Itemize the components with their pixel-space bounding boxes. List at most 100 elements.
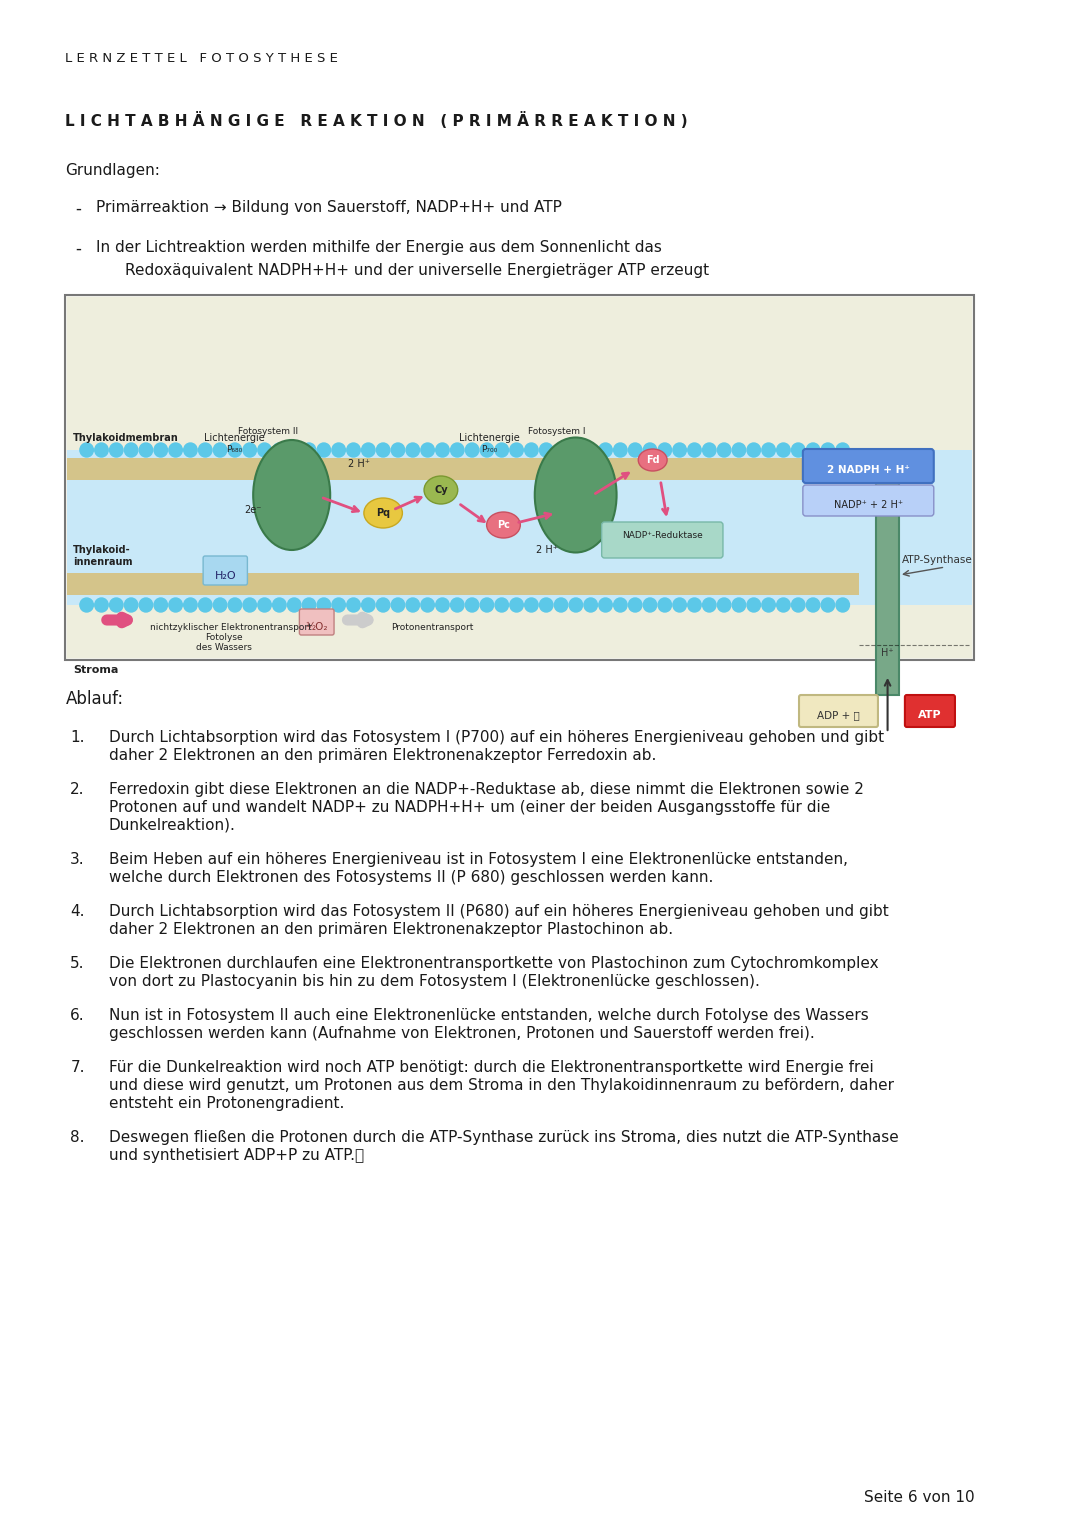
Circle shape [199, 599, 212, 612]
Text: 5.: 5. [70, 956, 84, 971]
Circle shape [124, 443, 138, 457]
Circle shape [347, 443, 361, 457]
Circle shape [184, 443, 198, 457]
Bar [67, 450, 972, 605]
Ellipse shape [424, 476, 458, 504]
Text: Thylakoid-
innenraum: Thylakoid- innenraum [73, 545, 133, 567]
Circle shape [332, 599, 346, 612]
Text: 2 H⁺: 2 H⁺ [348, 460, 370, 469]
FancyBboxPatch shape [602, 522, 723, 557]
FancyBboxPatch shape [203, 556, 247, 585]
Circle shape [673, 599, 687, 612]
Circle shape [272, 443, 286, 457]
Circle shape [629, 443, 642, 457]
Text: 8.: 8. [70, 1130, 84, 1145]
Text: Nun ist in Fotosystem II auch eine Elektronenlücke entstanden, welche durch Foto: Nun ist in Fotosystem II auch eine Elekt… [109, 1008, 868, 1023]
Text: welche durch Elektronen des Fotosystems II (P 680) geschlossen werden kann.: welche durch Elektronen des Fotosystems … [109, 870, 713, 886]
Circle shape [792, 443, 805, 457]
Text: und synthetisiert ADP+P zu ATP.␟: und synthetisiert ADP+P zu ATP.␟ [109, 1148, 364, 1164]
Bar [67, 296, 972, 658]
Circle shape [139, 443, 152, 457]
Bar [66, 295, 974, 660]
Ellipse shape [535, 438, 617, 553]
Circle shape [258, 443, 271, 457]
Ellipse shape [487, 512, 521, 538]
Circle shape [688, 443, 701, 457]
Circle shape [688, 599, 701, 612]
Ellipse shape [364, 498, 403, 528]
Text: Redoxäquivalent NADPH+H+ und der universelle Energieträger ATP erzeugt: Redoxäquivalent NADPH+H+ und der univers… [125, 263, 710, 278]
Bar [876, 455, 900, 695]
Text: geschlossen werden kann (Aufnahme von Elektronen, Protonen und Sauerstoff werden: geschlossen werden kann (Aufnahme von El… [109, 1026, 814, 1041]
Text: Durch Lichtabsorption wird das Fotosystem I (P700) auf ein höheres Energieniveau: Durch Lichtabsorption wird das Fotosyste… [109, 730, 883, 745]
Circle shape [777, 443, 791, 457]
FancyBboxPatch shape [299, 609, 334, 635]
Circle shape [95, 443, 108, 457]
Text: 2e⁻: 2e⁻ [244, 505, 261, 515]
Circle shape [154, 443, 167, 457]
Circle shape [450, 443, 464, 457]
Bar [67, 458, 859, 479]
Text: Lichtenergie: Lichtenergie [203, 434, 265, 443]
Text: Grundlagen:: Grundlagen: [66, 163, 160, 179]
Text: -: - [76, 200, 81, 218]
Circle shape [761, 443, 775, 457]
Text: NADP⁺ + 2 H⁺: NADP⁺ + 2 H⁺ [834, 499, 903, 510]
Text: Fotosystem I: Fotosystem I [528, 428, 585, 437]
Circle shape [821, 599, 835, 612]
Circle shape [747, 599, 760, 612]
Text: Die Elektronen durchlaufen eine Elektronentransportkette von Plastochinon zum Cy: Die Elektronen durchlaufen eine Elektron… [109, 956, 878, 971]
Circle shape [836, 443, 850, 457]
Text: ½O₂: ½O₂ [306, 621, 328, 632]
Text: Fotolyse
des Wassers: Fotolyse des Wassers [197, 634, 253, 652]
Bar [67, 573, 859, 596]
Text: 1.: 1. [70, 730, 84, 745]
Circle shape [377, 599, 390, 612]
FancyBboxPatch shape [905, 695, 955, 727]
Circle shape [302, 443, 315, 457]
Circle shape [302, 599, 315, 612]
Text: H₂O: H₂O [215, 571, 237, 580]
Circle shape [450, 599, 464, 612]
Circle shape [243, 443, 256, 457]
Circle shape [391, 443, 405, 457]
Circle shape [717, 599, 731, 612]
Circle shape [836, 599, 850, 612]
Circle shape [569, 443, 582, 457]
Circle shape [598, 443, 612, 457]
Circle shape [510, 443, 524, 457]
Circle shape [272, 599, 286, 612]
Text: Seite 6 von 10: Seite 6 von 10 [864, 1490, 974, 1506]
Circle shape [109, 443, 123, 457]
Text: Protonen auf und wandelt NADP+ zu NADPH+H+ um (einer der beiden Ausgangsstoffe f: Protonen auf und wandelt NADP+ zu NADPH+… [109, 800, 831, 815]
Circle shape [525, 443, 538, 457]
Circle shape [554, 599, 568, 612]
Text: ATP: ATP [918, 710, 942, 721]
Circle shape [168, 443, 183, 457]
Circle shape [406, 443, 419, 457]
Text: 7.: 7. [70, 1060, 84, 1075]
Circle shape [569, 599, 582, 612]
Circle shape [347, 599, 361, 612]
Text: daher 2 Elektronen an den primären Elektronenakzeptor Ferredoxin ab.: daher 2 Elektronen an den primären Elekt… [109, 748, 657, 764]
Circle shape [139, 599, 152, 612]
Text: entsteht ein Protonengradient.: entsteht ein Protonengradient. [109, 1096, 345, 1112]
Circle shape [673, 443, 687, 457]
Text: L I C H T A B H Ä N G I G E   R E A K T I O N   ( P R I M Ä R R E A K T I O N ): L I C H T A B H Ä N G I G E R E A K T I … [66, 111, 688, 128]
Circle shape [792, 599, 805, 612]
Circle shape [658, 443, 672, 457]
Circle shape [717, 443, 731, 457]
Text: Pq: Pq [376, 508, 390, 518]
Circle shape [435, 599, 449, 612]
Text: L E R N Z E T T E L   F O T O S Y T H E S E: L E R N Z E T T E L F O T O S Y T H E S … [66, 52, 338, 66]
Circle shape [554, 443, 568, 457]
FancyBboxPatch shape [802, 486, 934, 516]
Circle shape [214, 599, 227, 612]
Text: Ablauf:: Ablauf: [66, 690, 123, 709]
Text: NADP⁺-Reduktase: NADP⁺-Reduktase [622, 531, 703, 541]
Circle shape [258, 599, 271, 612]
Text: und diese wird genutzt, um Protonen aus dem Stroma in den Thylakoidinnenraum zu : und diese wird genutzt, um Protonen aus … [109, 1078, 894, 1093]
Text: Stroma: Stroma [73, 664, 119, 675]
Circle shape [644, 599, 657, 612]
Text: 2 NADPH + H⁺: 2 NADPH + H⁺ [827, 466, 909, 475]
